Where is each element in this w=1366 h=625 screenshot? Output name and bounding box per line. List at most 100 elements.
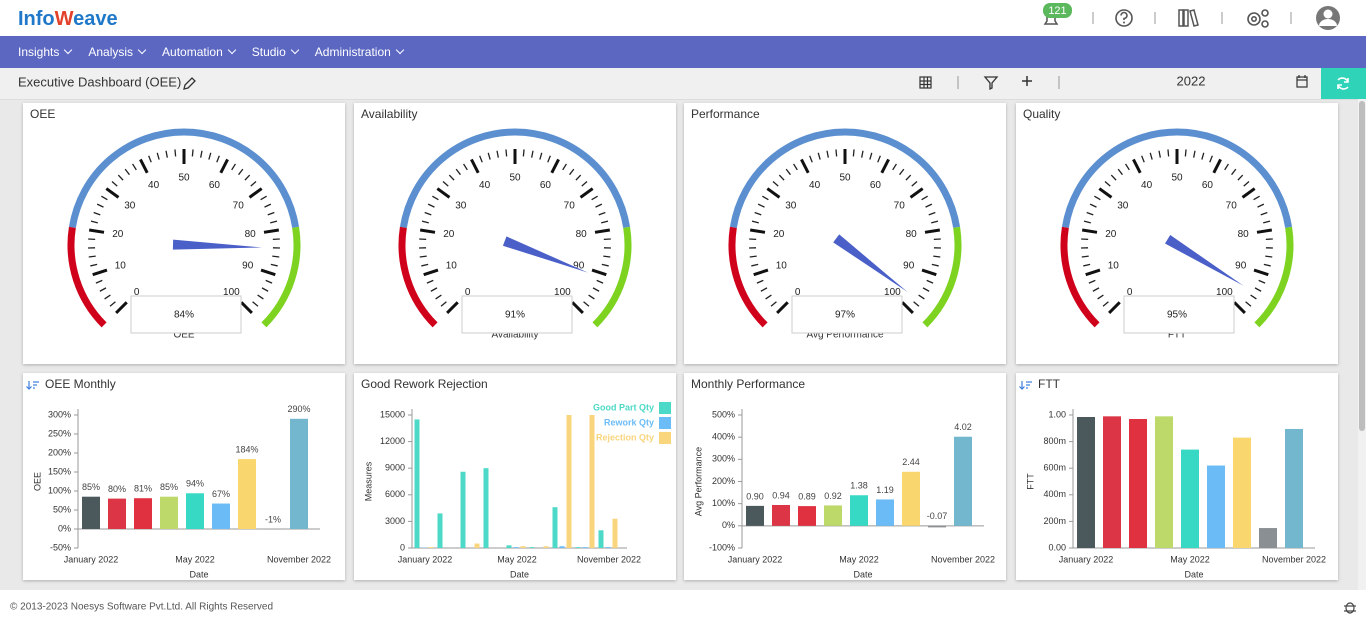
gauge-minor-tick [911, 181, 918, 187]
gauge-minor-tick [487, 152, 491, 160]
bar [134, 498, 152, 529]
x-tick-label: January 2022 [728, 554, 783, 564]
gauge-minor-tick [583, 301, 590, 307]
gauge-tick-label: 0 [465, 287, 471, 298]
data-label: 0.92 [824, 491, 842, 501]
gauge-minor-tick [921, 195, 928, 201]
edit-icon[interactable] [183, 77, 196, 90]
menu-item[interactable]: Automation [162, 45, 235, 59]
bar [772, 504, 790, 526]
widget-card: Good Rework Rejection 0 3000 6000 9000 12000 1… [354, 373, 676, 580]
gauge-minor-tick [1102, 301, 1109, 307]
menu-item[interactable]: Studio [252, 45, 298, 59]
scrollbar[interactable] [1358, 99, 1366, 590]
notifications[interactable]: 121 [1043, 3, 1072, 25]
avatar[interactable] [1316, 6, 1340, 30]
legend-swatch [659, 432, 671, 444]
sort-icon[interactable] [26, 381, 40, 390]
bar [483, 468, 489, 548]
bar [954, 436, 972, 526]
gauge-minor-tick [1088, 279, 1096, 284]
gauge-tick-label: 30 [1117, 200, 1129, 211]
calendar-icon[interactable] [1296, 75, 1308, 88]
gauge-minor-tick [1092, 287, 1100, 292]
widget-title: Availability [361, 107, 417, 121]
badge-count: 121 [1048, 5, 1066, 17]
gauge-minor-tick [1257, 203, 1265, 208]
gauge-minor-tick [1110, 174, 1117, 181]
gauge-minor-tick [252, 301, 259, 307]
scroll-thumb[interactable] [1359, 101, 1365, 431]
gauge-tick [901, 301, 914, 314]
bar [559, 546, 565, 548]
gauge-value-label: 97% [835, 310, 855, 321]
gauge-minor-tick [1224, 163, 1229, 171]
bar [589, 415, 595, 548]
gauge-tick [1233, 301, 1246, 314]
widget-card: Performance 0 10 20 30 40 50 60 70 80 90 100 Avg Per… [684, 103, 1006, 364]
gauge-minor-tick [430, 287, 438, 292]
widget-title: Monthly Performance [691, 377, 805, 391]
gauge-tick-label: 90 [903, 260, 915, 271]
gauge-minor-tick [595, 203, 603, 208]
gauge-minor-tick [1094, 195, 1101, 201]
legend-label: Rework Qty [604, 417, 654, 427]
year[interactable]: 2022 [1177, 73, 1206, 88]
gauge-tick [550, 158, 560, 174]
gauge-tick [219, 158, 229, 174]
y-tick-label: 600m [1043, 463, 1066, 473]
bug-icon[interactable] [1344, 602, 1356, 614]
gauge-tick [1212, 158, 1222, 174]
data-label: 184% [235, 444, 258, 454]
gauge-minor-tick [426, 279, 434, 284]
gauge-minor-tick [762, 195, 769, 201]
gauge-minor-tick [575, 174, 582, 181]
add-icon[interactable] [1022, 76, 1032, 86]
gauge-minor-tick [809, 155, 813, 163]
gauge-minor-tick [496, 150, 499, 158]
widget: Good Rework Rejection 0 3000 6000 9000 12000 1… [361, 377, 671, 579]
gauge-minor-tick [1083, 263, 1091, 267]
gauge-tick [1256, 228, 1273, 234]
gauge-value-box [130, 295, 242, 334]
sort-icon[interactable] [1019, 381, 1033, 390]
bar [1207, 465, 1225, 548]
sort-arrow [1019, 386, 1025, 390]
gauge-tick [446, 301, 459, 314]
menu-item[interactable]: Insights [18, 45, 71, 59]
gauge-tick [470, 158, 480, 174]
menu-item[interactable]: Administration [315, 45, 403, 59]
gauge-minor-tick [174, 149, 177, 157]
library[interactable] [1178, 9, 1199, 27]
gauge-tick-label: 100 [554, 287, 571, 298]
bar [513, 547, 519, 548]
bar [186, 493, 204, 529]
gauge-tick [423, 268, 439, 277]
gauge-tick [880, 158, 890, 174]
grid-icon[interactable] [919, 76, 932, 89]
menu-item[interactable]: Analysis [88, 45, 145, 59]
gauge-minor-tick [132, 163, 137, 171]
gauge-tick [1241, 187, 1256, 199]
y-tick-label: 0 [400, 542, 405, 552]
gauge-tick [1253, 268, 1269, 277]
bar [605, 547, 611, 548]
gauge-minor-tick [793, 163, 798, 171]
gauge-minor-tick [603, 255, 611, 258]
filter-icon[interactable] [983, 76, 999, 91]
settings[interactable] [1247, 9, 1269, 28]
gauge-minor-tick [778, 174, 785, 181]
bar [582, 547, 588, 548]
gauge-minor-tick [419, 255, 427, 258]
logo[interactable]: InfoWeave [18, 8, 118, 30]
refresh-button[interactable] [1321, 68, 1366, 99]
gauge-band [1060, 226, 1100, 328]
gauge-minor-tick [1231, 168, 1237, 176]
gauge-band [399, 128, 631, 228]
header: InfoWeave 121 [0, 0, 1366, 36]
help[interactable] [1115, 9, 1133, 27]
sort-arrow [26, 386, 32, 390]
gauge-minor-tick [899, 168, 905, 176]
bar [746, 505, 764, 526]
gauge-minor-tick [257, 294, 264, 300]
